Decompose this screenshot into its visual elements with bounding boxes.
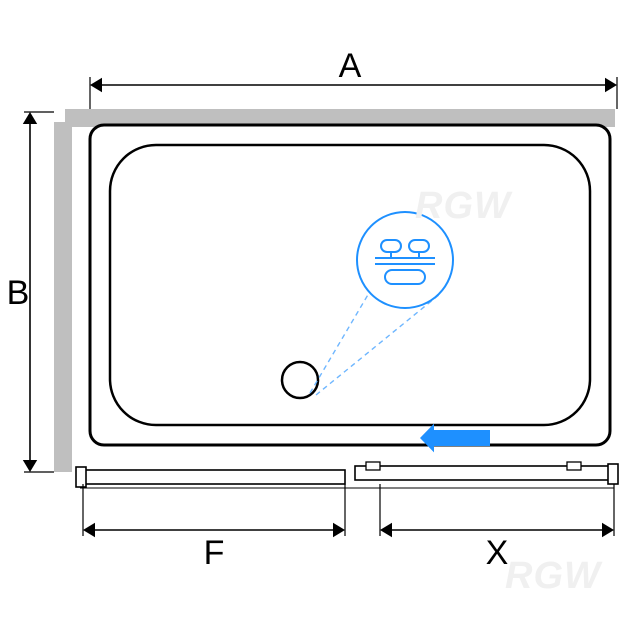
svg-text:X: X xyxy=(486,534,509,572)
wall-left xyxy=(54,122,72,472)
track-fixed xyxy=(80,470,345,484)
diagram-svg: A B F X xyxy=(0,0,641,641)
svg-text:F: F xyxy=(204,534,225,572)
svg-text:B: B xyxy=(7,274,30,312)
callout-circle xyxy=(357,212,453,308)
svg-text:A: A xyxy=(339,47,362,85)
